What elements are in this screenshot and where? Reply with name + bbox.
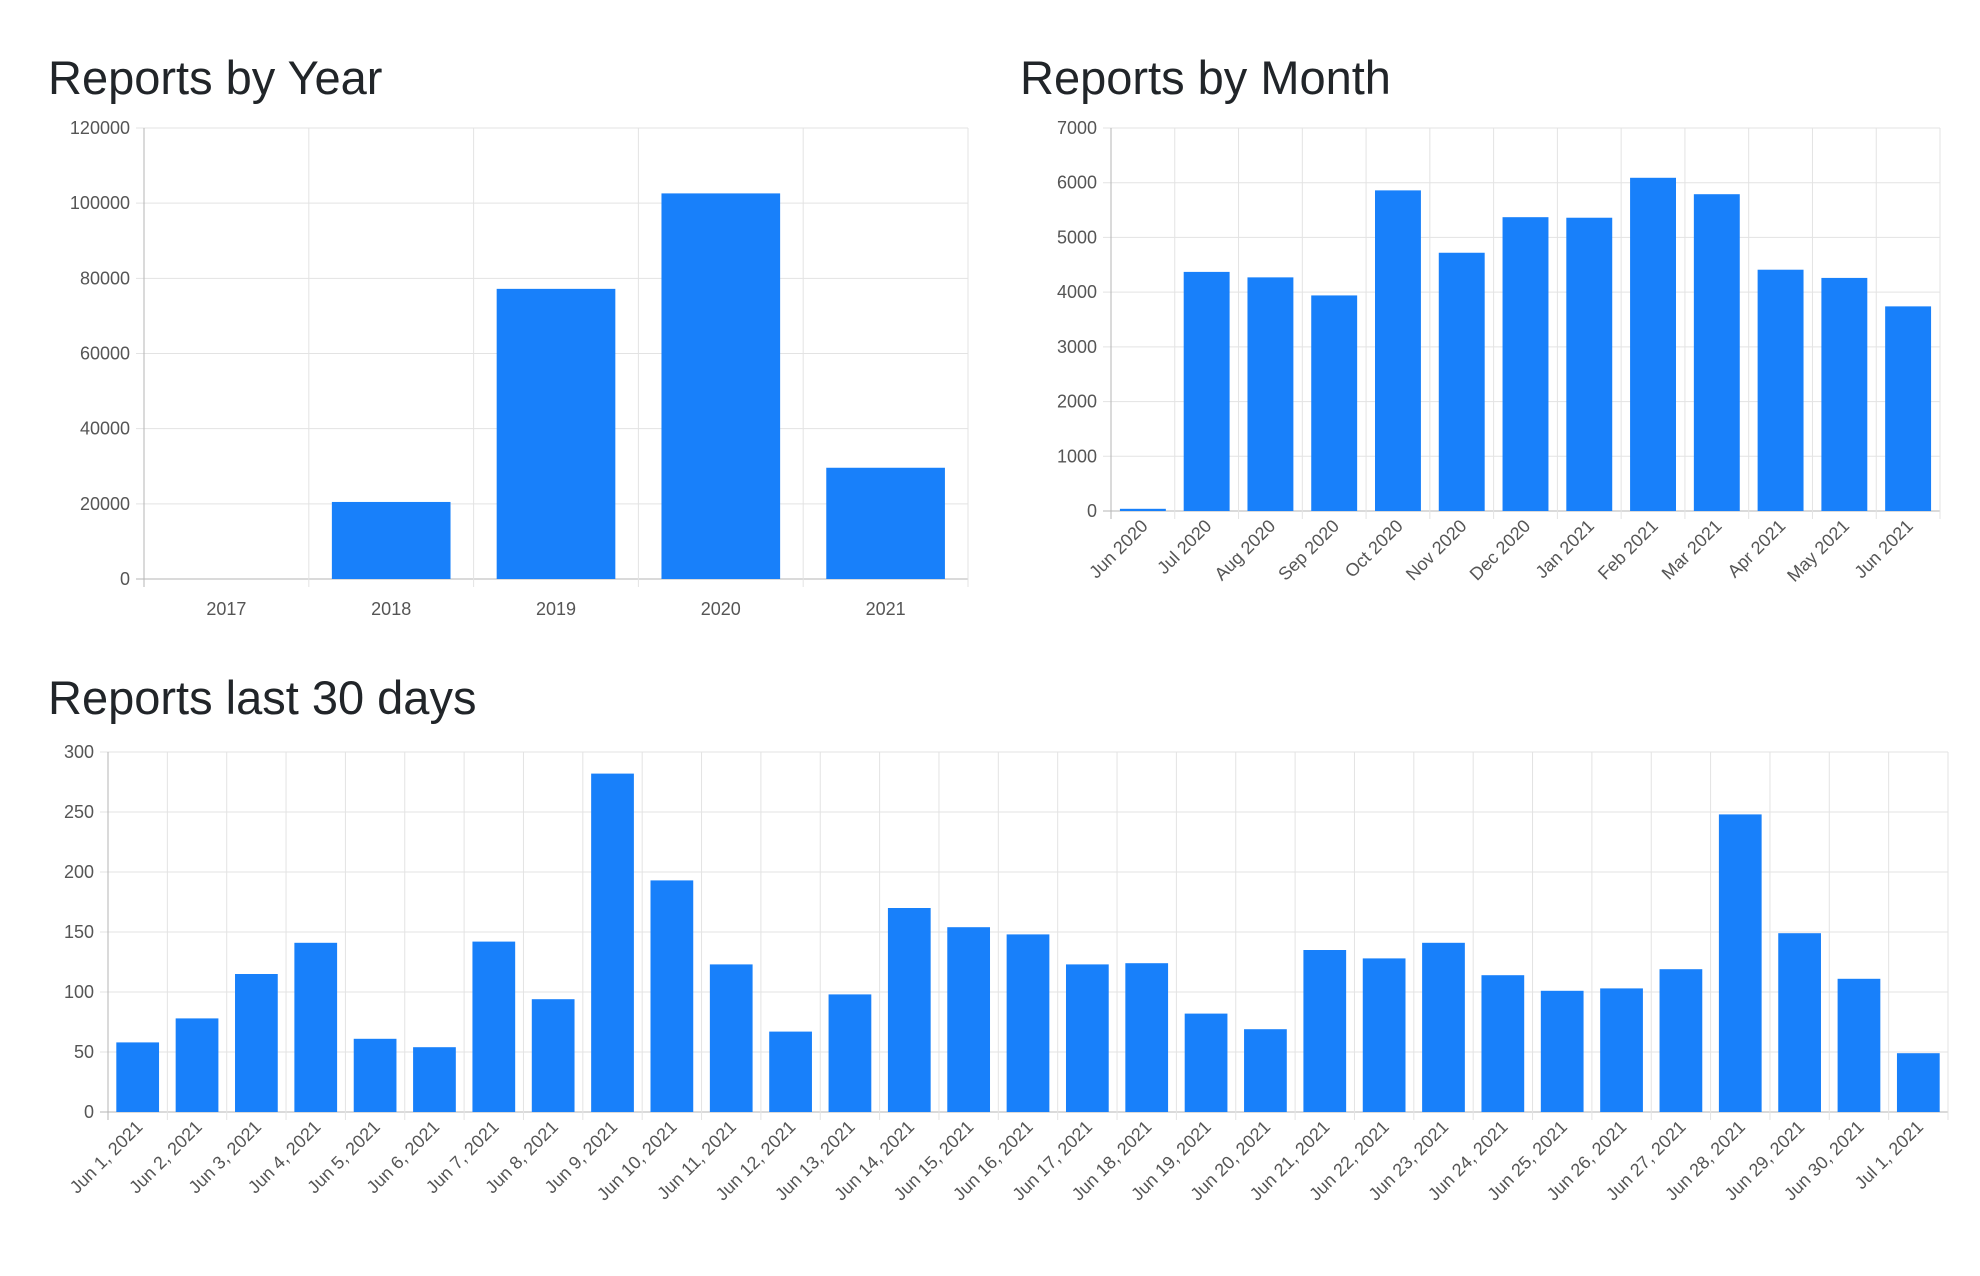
chart-title-days: Reports last 30 days <box>48 671 477 724</box>
days-bar <box>1303 950 1347 1112</box>
month-ytick-label: 3000 <box>1057 337 1097 357</box>
chart-panel-month: Reports by Month 0 1000 2000 3000 4000 5000 60… <box>1020 48 1960 586</box>
chart-year: 0 20000 40000 60000 80000 100000 120000 2017 201… <box>70 118 969 619</box>
month-bar <box>1757 269 1804 511</box>
month-ytick-label: 7000 <box>1057 118 1097 138</box>
month-bar <box>1885 306 1932 511</box>
month-xtick-label: Sep 2020 <box>1274 516 1343 585</box>
month-xtick-label: May 2021 <box>1783 516 1853 586</box>
days-ytick-label: 50 <box>74 1042 94 1062</box>
month-bar <box>1438 252 1485 511</box>
days-bar <box>1837 978 1881 1112</box>
days-ytick-label: 100 <box>64 982 94 1002</box>
year-xtick-label: 2021 <box>866 599 906 619</box>
days-bar <box>650 880 694 1112</box>
days-bar <box>887 908 931 1112</box>
month-bar <box>1566 217 1613 511</box>
month-xtick-label: Aug 2020 <box>1211 516 1280 585</box>
year-bar <box>826 467 945 579</box>
year-ytick-label: 100000 <box>70 193 130 213</box>
days-ytick-label: 200 <box>64 862 94 882</box>
year-bar <box>496 288 616 579</box>
month-xtick-label: Dec 2020 <box>1466 516 1535 585</box>
month-ytick-label: 2000 <box>1057 392 1097 412</box>
month-bar <box>1183 271 1230 511</box>
chart-panel-year: Reports by Year 0 20000 40000 60000 80000 100… <box>48 48 988 619</box>
days-bar <box>1244 1029 1287 1112</box>
year-ytick-label: 40000 <box>80 419 130 439</box>
days-bar <box>709 964 753 1112</box>
month-xtick-label: Jun 2020 <box>1085 516 1152 583</box>
year-ytick-label: 60000 <box>80 344 130 364</box>
days-bar <box>1184 1013 1228 1112</box>
days-bar <box>591 773 634 1112</box>
month-ytick-label: 6000 <box>1057 173 1097 193</box>
chart-title-month: Reports by Month <box>1020 51 1391 104</box>
days-ytick-label: 150 <box>64 922 94 942</box>
month-bar <box>1821 277 1868 511</box>
month-xtick-label: Jan 2021 <box>1532 516 1599 583</box>
days-bar <box>175 1018 219 1112</box>
days-bar <box>116 1042 160 1112</box>
year-ytick-label: 0 <box>120 569 130 589</box>
days-bar <box>769 1031 812 1112</box>
month-xtick-label: Feb 2021 <box>1594 516 1662 584</box>
days-ytick-label: 0 <box>84 1102 94 1122</box>
month-xtick-label: Mar 2021 <box>1658 516 1726 584</box>
month-bar <box>1630 177 1676 512</box>
year-bar <box>661 193 781 579</box>
month-bar <box>1247 277 1294 511</box>
month-bar <box>1502 217 1549 512</box>
days-bar <box>1006 934 1050 1112</box>
month-xtick-label: Nov 2020 <box>1402 516 1471 585</box>
month-ytick-label: 1000 <box>1057 446 1097 466</box>
days-bar <box>353 1038 397 1112</box>
month-bar <box>1375 190 1421 512</box>
days-ytick-label: 300 <box>64 742 94 762</box>
days-bar <box>531 999 575 1112</box>
year-ytick-label: 20000 <box>80 494 130 514</box>
days-bar <box>1125 963 1169 1112</box>
days-bar <box>294 942 338 1112</box>
month-bar <box>1693 194 1740 511</box>
month-ytick-label: 0 <box>1087 501 1097 521</box>
days-bar <box>1362 958 1406 1112</box>
days-bar <box>472 941 516 1112</box>
year-xtick-label: 2017 <box>206 599 246 619</box>
days-bar <box>1065 964 1109 1112</box>
chart-title-year: Reports by Year <box>48 51 383 104</box>
days-bar <box>1600 988 1643 1112</box>
year-xtick-label: 2020 <box>701 599 741 619</box>
month-xtick-label: Jul 2020 <box>1153 516 1215 578</box>
days-bar <box>1481 975 1525 1112</box>
days-ytick-label: 250 <box>64 802 94 822</box>
year-xtick-label: 2018 <box>371 599 411 619</box>
month-xtick-label: Oct 2020 <box>1341 516 1407 582</box>
month-xtick-label: Apr 2021 <box>1724 516 1790 582</box>
days-bar <box>413 1047 456 1112</box>
year-ytick-label: 120000 <box>70 118 130 138</box>
chart-panel-days: Reports last 30 days 0 50 100 150 200 250 300 J… <box>48 668 1949 1204</box>
days-bar <box>947 927 991 1112</box>
month-xtick-label: Jun 2021 <box>1850 516 1917 583</box>
year-bar <box>331 501 451 579</box>
days-bar <box>1659 969 1703 1112</box>
month-ytick-label: 5000 <box>1057 227 1097 247</box>
days-bar <box>1422 942 1465 1112</box>
days-bar <box>1540 990 1584 1112</box>
days-bar <box>828 994 872 1112</box>
month-bar <box>1119 508 1166 511</box>
year-ytick-label: 80000 <box>80 268 130 288</box>
month-ytick-label: 4000 <box>1057 282 1097 302</box>
chart-month: 0 1000 2000 3000 4000 5000 6000 7000 Jun 2020 Jul… <box>1057 118 1941 586</box>
month-bar <box>1311 295 1358 511</box>
year-xtick-label: 2019 <box>536 599 576 619</box>
days-bar <box>1718 814 1762 1112</box>
days-bar <box>1896 1053 1940 1112</box>
days-bar <box>1778 933 1821 1112</box>
days-bar <box>235 974 278 1112</box>
